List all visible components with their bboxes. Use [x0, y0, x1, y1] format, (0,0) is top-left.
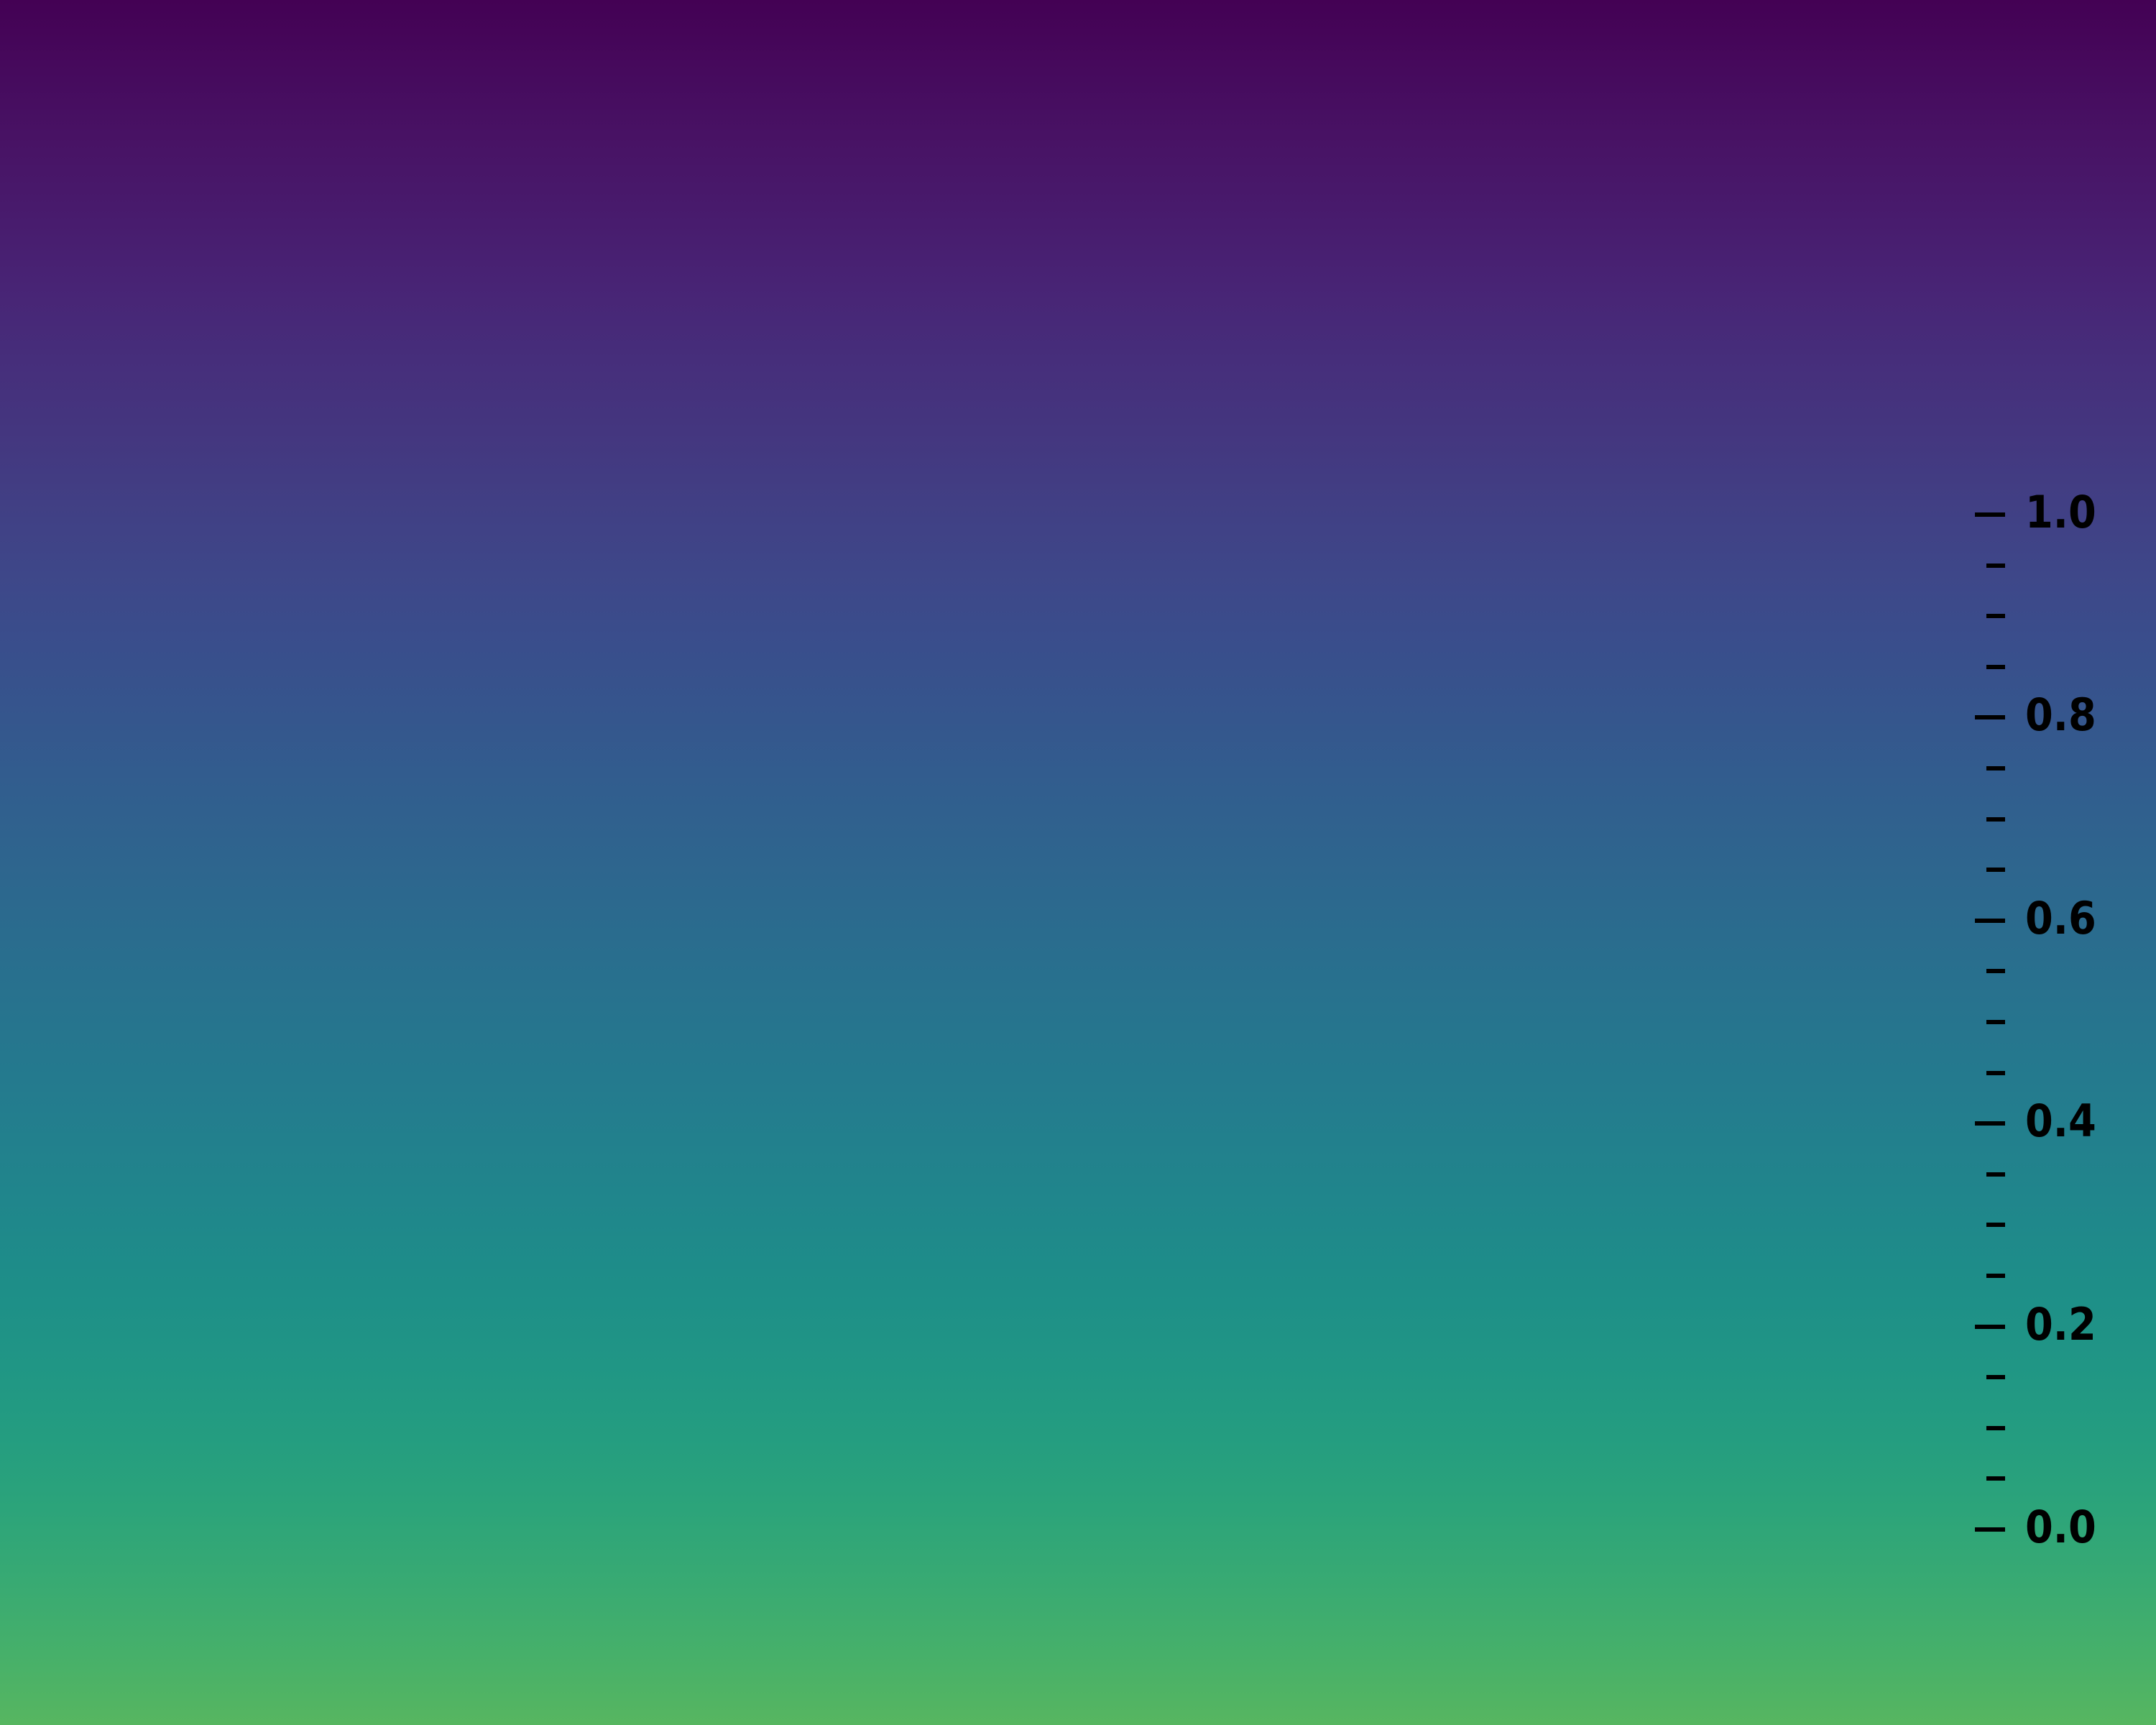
- colorbar-tick: [1986, 1020, 2005, 1024]
- colorbar-tick: [1986, 664, 2005, 669]
- colorbar-tick: [1986, 1274, 2005, 1278]
- colorbar-tick: [1986, 1070, 2005, 1075]
- colorbar-tick: [1986, 816, 2005, 822]
- colorbar-tick: [1975, 1121, 2005, 1126]
- colorbar-tick-label: 0.6: [2025, 891, 2096, 944]
- colorbar-tick: [1986, 1425, 2005, 1430]
- colorbar-tick: [1975, 918, 2005, 923]
- colorbar-tick: [1986, 969, 2005, 974]
- colorbar-tick: [1975, 1527, 2005, 1532]
- colorbar-tick: [1975, 1324, 2005, 1329]
- colorbar-tick-label: 0.2: [2025, 1297, 2096, 1351]
- colorbar-tick-label: 0.4: [2025, 1095, 2096, 1148]
- colorbar-tick: [1986, 614, 2005, 619]
- colorbar-tick: [1975, 512, 2005, 517]
- colorbar-tick-label: 1.0: [2025, 486, 2096, 538]
- colorbar-tick: [1986, 766, 2005, 770]
- colorbar-tick: [1986, 1375, 2005, 1380]
- colorbar-tick: [1986, 1172, 2005, 1177]
- colorbar-tick: [1986, 1476, 2005, 1481]
- colorbar-tick: [1986, 1223, 2005, 1228]
- colorbar-tick-label: 0.0: [2025, 1501, 2096, 1553]
- colorbar-tick: [1986, 868, 2005, 873]
- colorbar-tick: [1986, 563, 2005, 568]
- colorbar-tick-label: 0.8: [2025, 689, 2096, 742]
- colorbar-tick: [1975, 715, 2005, 720]
